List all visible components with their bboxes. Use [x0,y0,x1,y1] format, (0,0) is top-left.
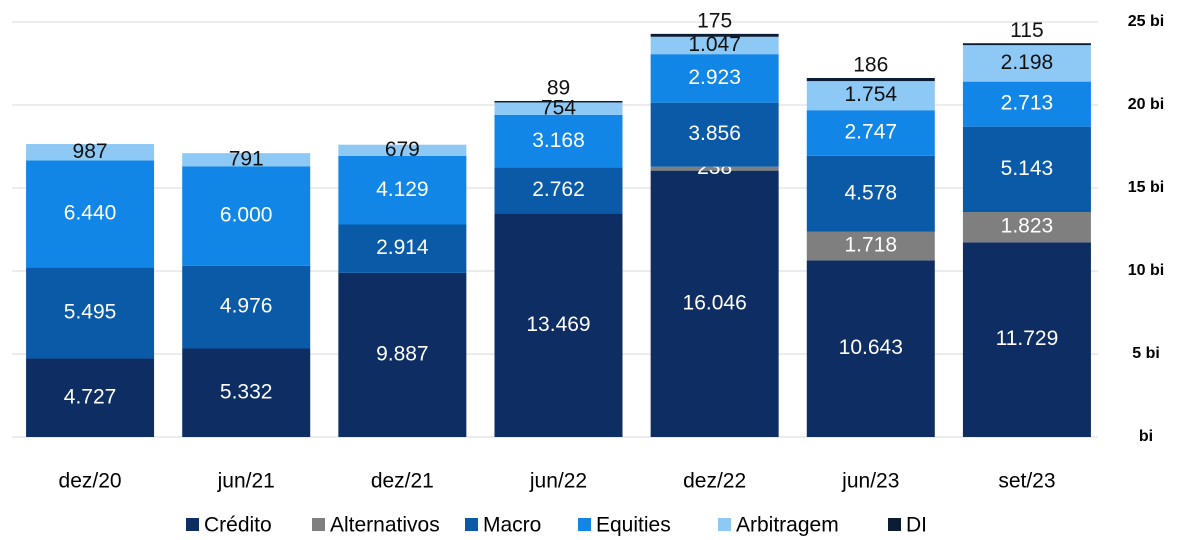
bar-segment [806,231,935,261]
value-label: 987 [73,140,108,163]
value-label: 791 [229,147,264,170]
bar-segment [962,126,1091,213]
bar-segment [806,155,935,232]
value-label: 186 [853,54,888,77]
value-label: 175 [697,9,732,32]
value-label: 2.923 [688,66,741,89]
x-tick-label: dez/21 [371,470,434,493]
value-label: 89 [547,77,570,100]
value-label: 13.469 [526,313,590,336]
value-label: 1.718 [845,234,898,257]
legend-label: DI [906,514,927,537]
bar-segment [806,260,935,437]
x-tick-label: jun/22 [529,470,587,493]
value-label: 754 [541,96,576,119]
value-label: 2.747 [845,121,898,144]
value-label: 3.856 [688,122,741,145]
value-label: 679 [385,138,420,161]
x-tick-label: set/23 [998,470,1055,493]
legend-swatch [186,518,199,531]
x-tick-label: dez/20 [59,470,122,493]
legend-swatch [312,518,325,531]
value-label: 10.643 [839,336,903,359]
bar-segment [962,43,1091,46]
value-label: 2.762 [532,178,585,201]
bar-segment [962,45,1091,82]
bar-segment [182,265,311,349]
legend-label: Arbitragem [736,514,839,537]
value-label: 1.823 [1001,215,1054,238]
legend-swatch [888,518,901,531]
legend-label: Alternativos [330,514,440,537]
value-label: 2.198 [1001,51,1054,74]
bar-segment [494,114,623,168]
value-label: 16.046 [683,291,747,314]
bar-segment [650,102,779,167]
bar-segment [338,272,467,437]
bar-segment [182,348,311,437]
y-tick-label: 10 bi [1128,262,1164,279]
bar-segment [182,153,311,167]
legend-swatch [578,518,591,531]
bar-segment [338,155,467,225]
value-label: 4.976 [220,295,273,318]
bar-segment [494,100,623,103]
bar-segment [494,102,623,115]
value-label: 5.495 [64,300,117,323]
bar-segment [494,167,623,214]
value-label: 6.000 [220,204,273,227]
y-tick-label: 15 bi [1128,179,1164,196]
value-label: 9.887 [376,342,429,365]
bar-segment [494,213,623,437]
value-label: 2.914 [376,236,429,259]
value-label: 1.047 [688,33,741,56]
bar-segment [26,267,155,359]
x-tick-label: dez/22 [683,470,746,493]
bar-segment [650,170,779,437]
bar-segment [962,81,1091,127]
bar-segment [962,212,1091,243]
bar-segment [338,224,467,273]
x-tick-label: jun/21 [217,470,275,493]
legend-label: Crédito [204,514,272,537]
y-tick-label: bi [1139,428,1153,445]
bar-segment [26,358,155,437]
value-label: 5.332 [220,380,273,403]
bar-segment [806,81,935,111]
value-label: 4.578 [845,181,898,204]
bar-segment [962,242,1091,437]
bar-segment [806,78,935,82]
value-label: 4.129 [376,178,429,201]
bar-segment [338,144,467,156]
bar-segment [650,166,779,171]
legend-swatch [718,518,731,531]
bar-segment [26,160,155,268]
value-label: 5.143 [1001,157,1054,180]
legend-label: Equities [596,514,671,537]
bar-segment [26,144,155,161]
y-tick-label: 5 bi [1132,345,1160,362]
value-label: 4.727 [64,385,117,408]
value-label: 6.440 [64,201,117,224]
x-tick-label: jun/23 [841,470,899,493]
value-label: 11.729 [996,327,1059,350]
bar-segment [650,36,779,55]
y-tick-label: 20 bi [1128,96,1164,113]
bar-segment [650,33,779,37]
legend-swatch [465,518,478,531]
y-tick-label: 25 bi [1128,13,1164,30]
bar-segment [182,166,311,266]
value-label: 115 [1010,19,1043,42]
value-label: 1.754 [845,83,898,106]
value-label: 2.713 [1001,92,1054,115]
bar-segment [806,110,935,156]
value-label: 3.168 [532,129,585,152]
bar-segment [650,54,779,103]
legend-label: Macro [483,514,541,537]
